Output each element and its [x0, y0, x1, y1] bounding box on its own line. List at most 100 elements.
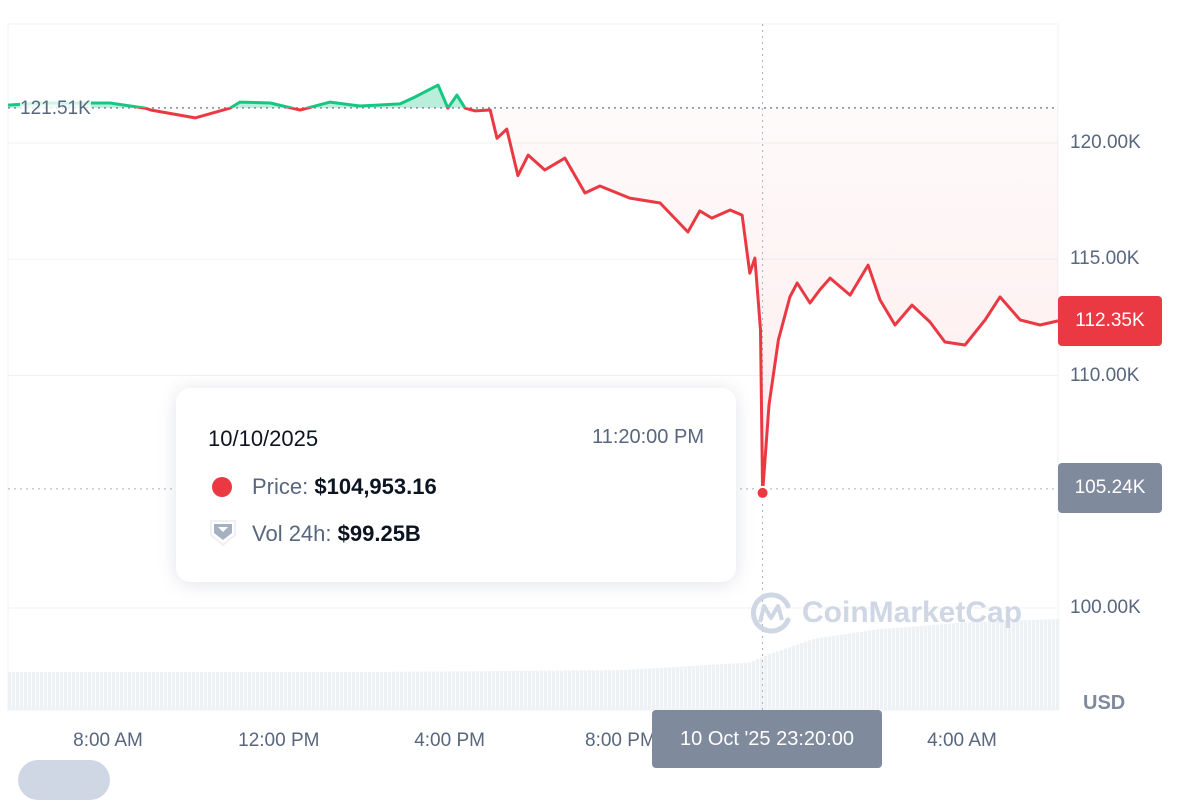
volume-bar — [472, 671, 476, 710]
volume-bar — [992, 621, 996, 710]
volume-bar — [1040, 619, 1044, 710]
partial-button[interactable] — [18, 760, 110, 800]
volume-bar — [552, 670, 556, 710]
volume-bar — [100, 672, 104, 710]
volume-bar — [660, 667, 664, 710]
volume-bar — [900, 627, 904, 710]
volume-bar — [420, 671, 424, 710]
volume-bar — [996, 621, 1000, 710]
volume-bar — [424, 671, 428, 710]
volume-bar — [588, 670, 592, 710]
volume-bar — [236, 672, 240, 710]
volume-bar — [872, 629, 876, 710]
volume-bar — [304, 672, 308, 710]
volume-bar — [624, 669, 628, 710]
volume-bar — [396, 671, 400, 710]
volume-bar — [976, 622, 980, 710]
volume-bar — [820, 637, 824, 710]
volume-bar — [44, 672, 48, 710]
volume-bar — [604, 670, 608, 710]
volume-bar — [816, 638, 820, 710]
volume-bar — [904, 627, 908, 710]
volume-bar — [276, 672, 280, 710]
volume-bar — [780, 649, 784, 710]
x-tick-label: 8:00 PM — [585, 730, 656, 751]
volume-bar — [824, 637, 828, 710]
price-chart[interactable] — [0, 0, 1198, 776]
volume-bar — [228, 672, 232, 710]
volume-bar — [520, 670, 524, 710]
volume-bar — [388, 671, 392, 710]
volume-bar — [364, 672, 368, 710]
volume-bar — [340, 672, 344, 710]
crosshair-time-tag: 10 Oct '25 23:20:00 — [652, 710, 882, 768]
volume-bar — [408, 671, 412, 710]
volume-bar — [928, 625, 932, 710]
volume-bar — [768, 654, 772, 710]
volume-bar — [1012, 620, 1016, 710]
volume-bar — [468, 671, 472, 710]
volume-bar — [404, 671, 408, 710]
volume-bar — [868, 630, 872, 710]
volume-bar — [644, 668, 648, 710]
volume-bar — [772, 652, 776, 710]
volume-bar — [220, 672, 224, 710]
volume-bar — [736, 663, 740, 710]
volume-bar — [1044, 619, 1048, 710]
volume-bar — [724, 663, 728, 710]
x-tick-label: 8:00 AM — [73, 730, 143, 751]
coinmarketcap-logo-icon — [750, 592, 791, 634]
volume-bar — [80, 672, 84, 710]
volume-bar — [336, 672, 340, 710]
volume-bar — [376, 671, 380, 710]
volume-bar — [748, 662, 752, 710]
volume-bar — [248, 672, 252, 710]
volume-bar — [884, 628, 888, 710]
volume-bar — [844, 634, 848, 710]
volume-bar — [764, 655, 768, 710]
volume-bar — [924, 625, 928, 710]
volume-bar — [52, 672, 56, 710]
price-dot-icon — [212, 477, 232, 497]
volume-bar — [708, 664, 712, 710]
volume-bar — [64, 672, 68, 710]
volume-bar — [688, 666, 692, 710]
volume-bar — [1048, 619, 1052, 710]
currency-label[interactable]: USD — [1083, 692, 1126, 714]
tooltip-date: 10/10/2025 — [208, 426, 319, 451]
volume-bar — [412, 671, 416, 710]
volume-bar — [40, 672, 44, 710]
volume-bar — [400, 671, 404, 710]
volume-bar — [252, 672, 256, 710]
coinmarketcap-watermark: CoinMarketCap — [748, 590, 1022, 636]
volume-bar — [204, 672, 208, 710]
volume-bar — [36, 672, 40, 710]
volume-bar — [16, 672, 20, 710]
volume-bar — [212, 672, 216, 710]
volume-bar — [528, 670, 532, 710]
volume-bar — [464, 671, 468, 710]
volume-bar — [392, 671, 396, 710]
volume-bar — [452, 671, 456, 710]
volume-bar — [896, 627, 900, 710]
volume-bar — [596, 670, 600, 710]
volume-bar — [152, 672, 156, 710]
volume-bar — [300, 672, 304, 710]
price-line-down — [133, 107, 1059, 495]
volume-bar — [440, 671, 444, 710]
volume-bars — [8, 618, 1060, 710]
volume-bar — [640, 668, 644, 710]
volume-bar — [760, 657, 764, 710]
volume-bar — [572, 670, 576, 710]
volume-bar — [792, 645, 796, 710]
volume-bar — [268, 672, 272, 710]
volume-bar — [224, 672, 228, 710]
volume-bar — [1052, 619, 1056, 710]
area-below-reference — [8, 107, 1059, 493]
volume-bar — [752, 660, 756, 710]
x-tick-label: 4:00 PM — [414, 730, 485, 751]
volume-bar — [788, 647, 792, 710]
volume-bar — [592, 670, 596, 710]
volume-bar — [968, 622, 972, 710]
volume-bar — [544, 670, 548, 710]
